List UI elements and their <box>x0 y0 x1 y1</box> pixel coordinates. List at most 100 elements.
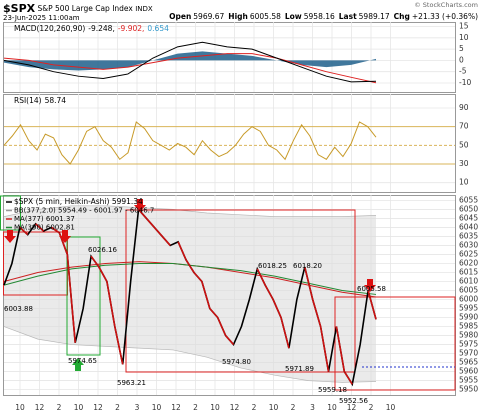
legend-part: -9.248, <box>88 24 115 33</box>
y-tick-label: 0 <box>459 55 464 64</box>
down-segment <box>185 259 195 273</box>
quote-label: Chg <box>394 12 410 21</box>
quote-value: 5969.67 <box>193 12 224 21</box>
rsi-frame <box>3 94 456 193</box>
text-layer: 10 12 2 10 12 2 3 10 12 2 10 12 2 10 2 3 10 12 2 10151050-5… <box>4 22 478 412</box>
y-tick-label: 30 <box>459 159 469 168</box>
down-segment <box>216 317 227 336</box>
down-segment <box>201 281 211 309</box>
down-segment <box>19 226 29 236</box>
y-tick-label: 6000 <box>459 295 478 304</box>
down-segment <box>280 317 290 349</box>
x-tick-label: 12 <box>230 403 240 412</box>
y-tick-label: 5960 <box>459 367 478 376</box>
y-tick-label: 6005 <box>459 285 478 294</box>
down-segment <box>209 307 219 319</box>
y-tick-label: 5980 <box>459 331 478 340</box>
y-tick-label: 6025 <box>459 249 478 258</box>
x-tick-label: 2 <box>291 403 296 412</box>
down-segment <box>303 266 314 300</box>
sell-arrow <box>134 199 146 212</box>
x-tick-label: 2 <box>369 403 374 412</box>
down-segment <box>225 335 235 346</box>
date: 23-Jun-2025 11:00am <box>3 14 80 22</box>
panel-legend: MACD(120,260,90) -9.248, -9.902, 0.654 <box>14 24 169 33</box>
y-tick-label: 10 <box>459 33 469 42</box>
bollinger-band <box>4 205 376 383</box>
histogram-area <box>4 51 376 71</box>
y-tick-label: 5995 <box>459 304 478 313</box>
bollinger-line <box>3 205 377 217</box>
quote-label: Open <box>169 12 191 21</box>
down-segment <box>106 281 116 327</box>
down-segment <box>272 299 282 318</box>
price-annotation: 5959.18 <box>318 386 347 394</box>
price-annotation: 5974.65 <box>68 357 97 365</box>
legend-part: 58.74 <box>45 96 67 105</box>
down-segment <box>98 266 108 282</box>
y-tick-label: 5970 <box>459 349 478 358</box>
down-segment <box>335 326 346 372</box>
down-segment <box>153 226 163 237</box>
quote-label: High <box>228 12 248 21</box>
legend-part: RSI(14) <box>14 96 42 105</box>
quote-value: 6005.58 <box>250 12 281 21</box>
x-tick-label: 3 <box>310 403 315 412</box>
down-segment <box>264 284 274 300</box>
y-tick-label: 6020 <box>459 258 478 267</box>
x-tick-label: 2 <box>57 403 62 412</box>
credit: © StockCharts.com <box>414 1 478 9</box>
down-segment <box>311 299 322 327</box>
price-annotation: 5952.56 <box>339 397 368 405</box>
x-tick-label: 2 <box>115 403 120 412</box>
y-tick-label: 5985 <box>459 322 478 331</box>
y-tick-label: 10 <box>459 178 469 187</box>
down-segment <box>114 326 124 365</box>
down-segment <box>256 268 266 286</box>
price-annotation: 6005.58 <box>357 285 386 293</box>
y-tick-label: -5 <box>459 67 467 76</box>
y-tick-label: 6030 <box>459 240 478 249</box>
symbol: $SPX <box>3 2 36 15</box>
symbol-name: S&P 500 Large Cap Index <box>38 4 134 13</box>
x-tick-label: 10 <box>74 403 84 412</box>
price-annotation: 5971.89 <box>285 365 314 373</box>
down-segment <box>145 217 155 228</box>
y-tick-label: 6010 <box>459 276 478 285</box>
y-tick-label: 5965 <box>459 358 478 367</box>
quote: Open 5969.67 High 6005.58 Low 5958.16 Last 5989… <box>169 12 478 21</box>
arrows <box>4 199 376 371</box>
x-tick-label: 10 <box>15 403 25 412</box>
y-tick-label: 6055 <box>459 195 478 204</box>
box <box>334 296 456 391</box>
legend-part: 0.654 <box>147 24 169 33</box>
y-tick-label: 70 <box>459 122 469 131</box>
y-tick-label: 5975 <box>459 340 478 349</box>
quote-value: +21.33 (+0.36%) <box>412 12 478 21</box>
x-tick-label: 10 <box>152 403 162 412</box>
legend-part: MACD(120,260,90) <box>14 24 85 33</box>
y-tick-label: 6040 <box>459 222 478 231</box>
sell-arrow <box>4 230 16 243</box>
price-annotation: 6026.16 <box>88 246 117 254</box>
quote-value: 5958.16 <box>304 12 335 21</box>
sell-arrow <box>59 230 71 243</box>
price-annotation: 6018.20 <box>293 262 322 270</box>
quote-label: Low <box>285 12 302 21</box>
bollinger-line <box>3 326 377 383</box>
panel-legend: RSI(14) 58.74 <box>14 96 66 105</box>
down-segment <box>35 223 45 232</box>
down-segment <box>193 271 203 283</box>
down-segment <box>90 255 100 268</box>
y-tick-label: -10 <box>459 78 471 87</box>
sell-arrow <box>364 279 376 292</box>
x-tick-label: 12 <box>171 403 181 412</box>
legend-entry: BB(377,2.0) 5954.49 - 6001.97 - 6046.7 <box>14 207 154 215</box>
legend-entry: MA(377) 6001.37 <box>14 215 75 223</box>
down-segment <box>319 326 330 372</box>
price-annotation: 6018.25 <box>258 262 287 270</box>
legend-part: -9.902, <box>118 24 145 33</box>
x-tick-label: 12 <box>35 403 45 412</box>
title: $SPX S&P 500 Large Cap Index INDX <box>3 2 153 15</box>
band-layer <box>3 205 377 383</box>
